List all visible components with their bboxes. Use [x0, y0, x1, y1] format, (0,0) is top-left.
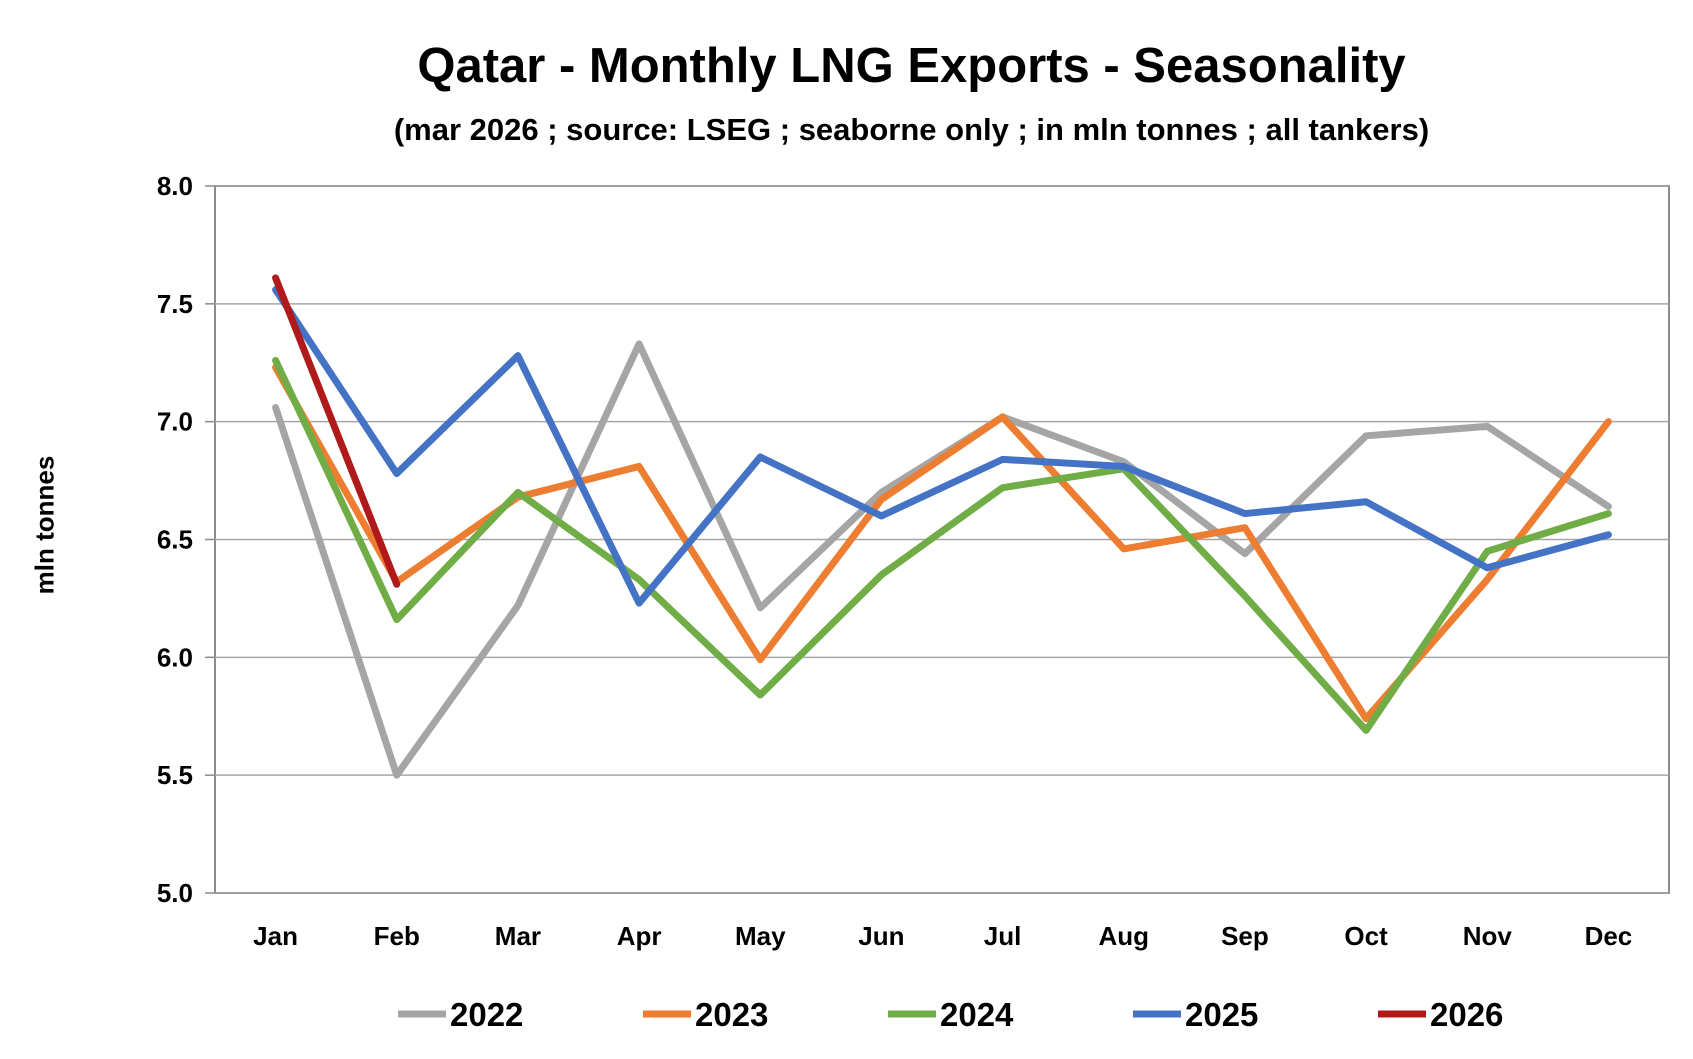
x-tick-label: Sep [1221, 921, 1269, 951]
series-line-2026 [272, 274, 401, 588]
x-tick-label: May [735, 921, 786, 951]
legend-item-2022: 2022 [398, 996, 523, 1033]
chart-subtitle: (mar 2026 ; source: LSEG ; seaborne only… [393, 112, 1430, 147]
y-tick-label: 5.0 [157, 878, 193, 908]
x-tick-label: Dec [1585, 921, 1633, 951]
legend-label: 2023 [695, 996, 768, 1033]
legend-label: 2026 [1430, 996, 1503, 1033]
legend-item-2026: 2026 [1378, 996, 1503, 1033]
series-line-2022 [272, 340, 1612, 779]
legend-label: 2024 [940, 996, 1014, 1033]
y-tick-label: 6.5 [157, 525, 193, 555]
chart-title: Qatar - Monthly LNG Exports - Seasonalit… [417, 39, 1406, 93]
y-tick-label: 8.0 [157, 171, 193, 201]
series-line-2025 [272, 286, 1612, 607]
x-tick-label: Jun [858, 921, 904, 951]
y-tick-label: 6.0 [157, 642, 193, 672]
y-tick-label: 7.5 [157, 289, 193, 319]
legend-item-2023: 2023 [643, 996, 768, 1033]
x-tick-label: Apr [617, 921, 662, 951]
x-tick-label: Aug [1098, 921, 1149, 951]
x-tick-label: Nov [1463, 921, 1513, 951]
x-tick-label: Jul [984, 921, 1022, 951]
x-tick-label: Jan [253, 921, 298, 951]
y-tick-label: 5.5 [157, 760, 193, 790]
y-tick-label: 7.0 [157, 407, 193, 437]
legend-item-2024: 2024 [888, 996, 1014, 1033]
x-tick-label: Oct [1344, 921, 1388, 951]
x-tick-label: Mar [495, 921, 541, 951]
x-tick-label: Feb [374, 921, 420, 951]
legend-item-2025: 2025 [1133, 996, 1258, 1033]
legend-label: 2022 [450, 996, 523, 1033]
series-line-2024 [272, 356, 1612, 734]
legend-label: 2025 [1185, 996, 1258, 1033]
